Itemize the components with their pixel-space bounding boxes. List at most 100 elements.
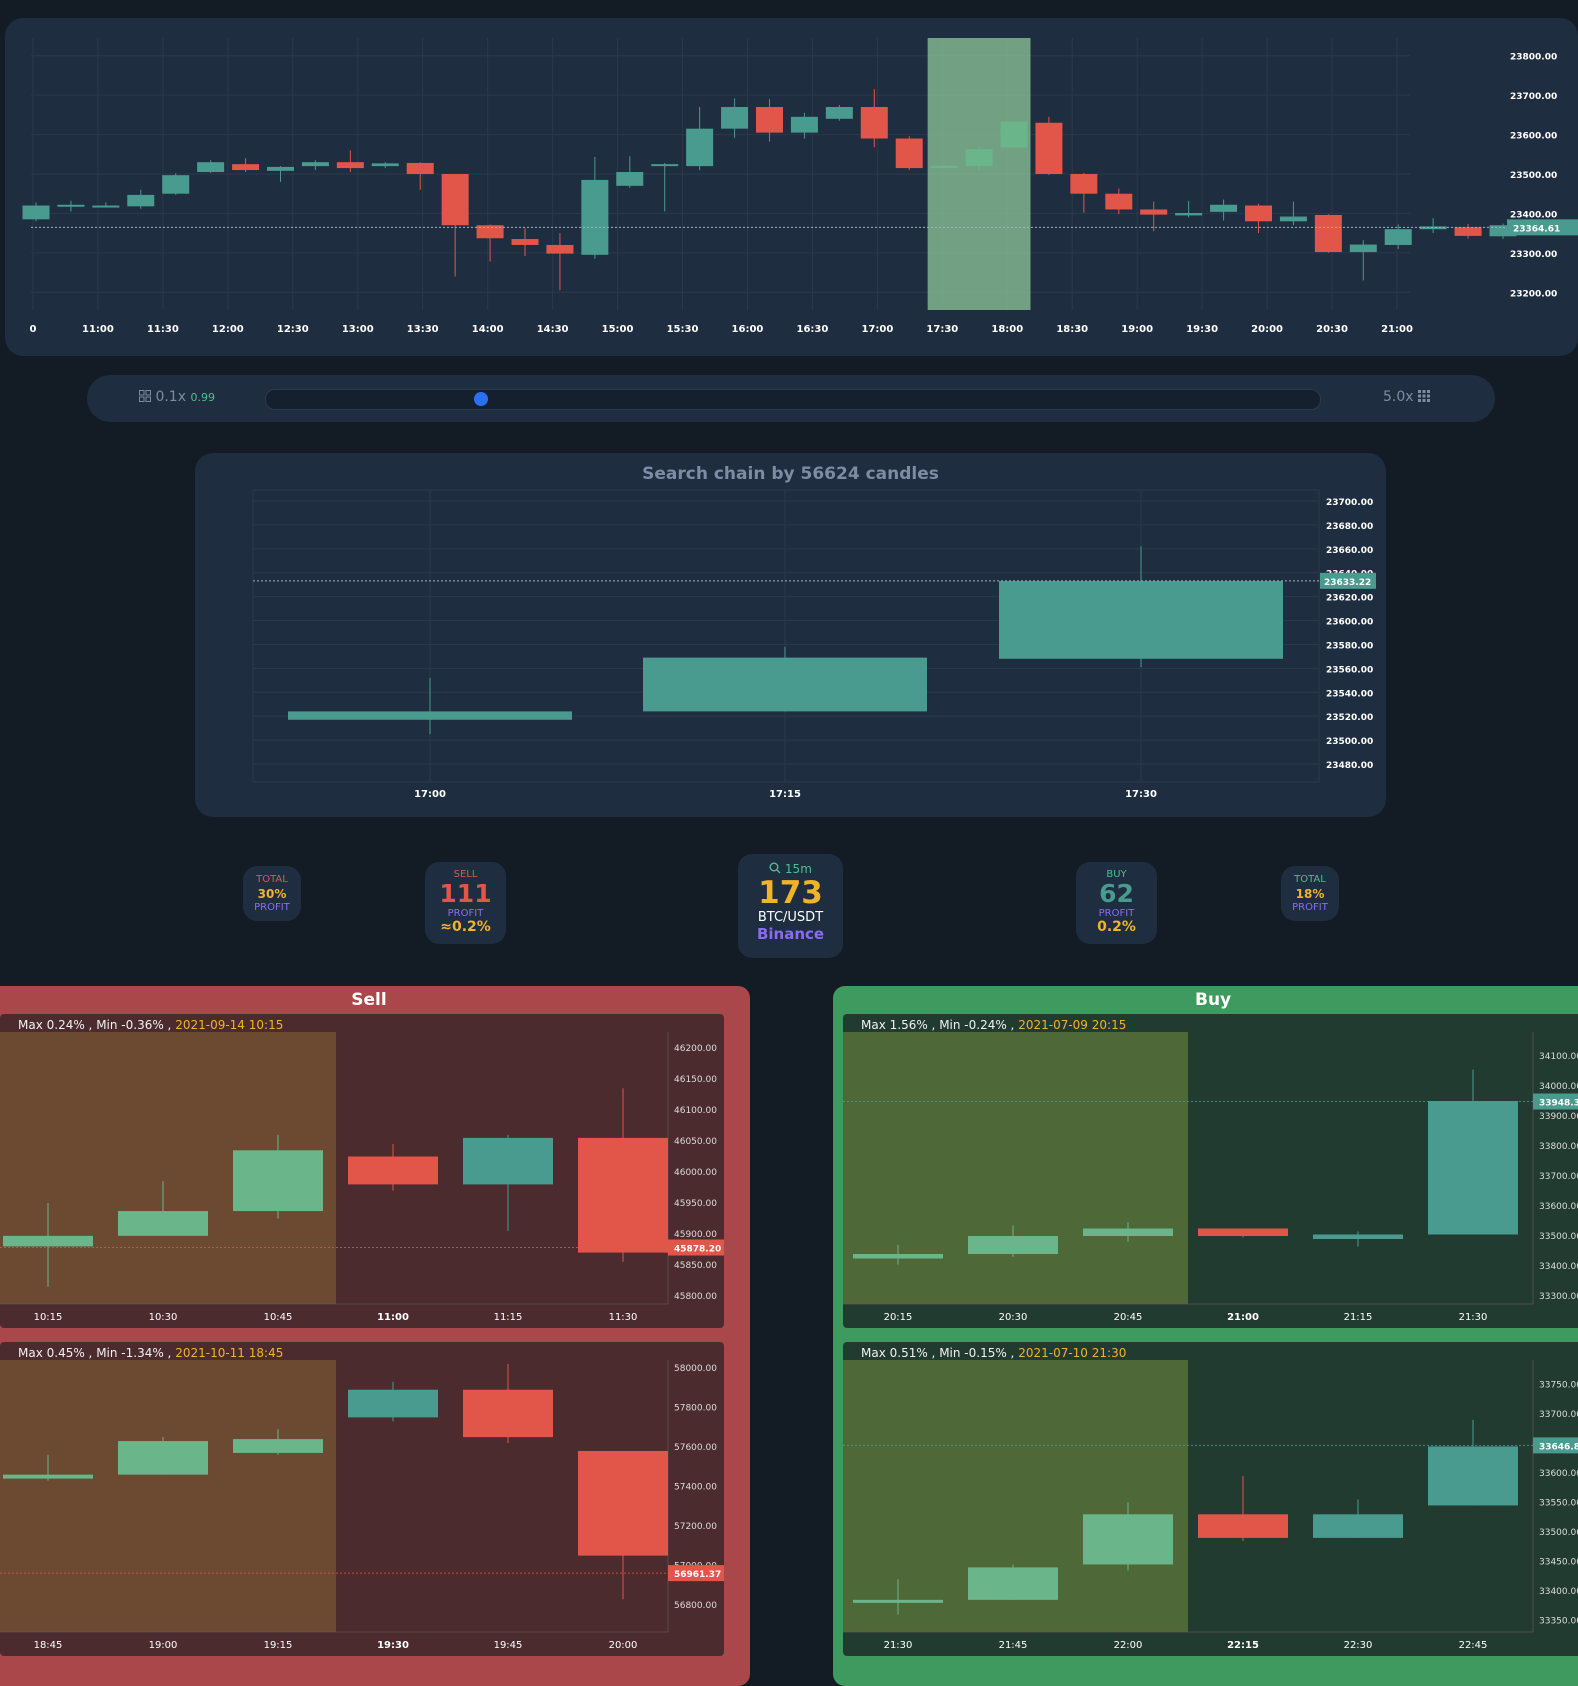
candle-body (1198, 1228, 1288, 1236)
candle-body (651, 164, 679, 167)
candle-body (1279, 216, 1307, 222)
sell-profit-label: PROFIT (447, 908, 484, 919)
y-tick-label: 58000.00 (674, 1364, 717, 1374)
candle-body (463, 1137, 553, 1185)
candle-body (1083, 1514, 1173, 1565)
y-tick-label: 23580.00 (1326, 641, 1373, 651)
left-total-profit-badge: TOTAL 30% PROFIT (243, 866, 301, 921)
candle-body (968, 1236, 1058, 1254)
buy-label: BUY (1106, 869, 1127, 880)
main-candlestick-chart[interactable]: 0 11:00 11:30 12:00 12:30 13:00 13:30 14:00 14:3… (5, 18, 1578, 356)
zoom-max-label: 5.0x (1383, 389, 1414, 405)
sell-card-1-date: 2021-09-14 10:15 (175, 1018, 284, 1032)
y-tick-label: 57200.00 (674, 1522, 717, 1532)
x-tick-label: 19:00 (1121, 324, 1153, 335)
candle-body (578, 1450, 668, 1556)
buy-card-1-chart[interactable]: 34100.00 34000.00 33900.00 33800.00 33700.00… (843, 1014, 1578, 1328)
search-chain-panel[interactable]: Search chain by 56624 candles 23700.00 23… (195, 453, 1386, 817)
sell-card-2-date: 2021-10-11 18:45 (175, 1346, 284, 1360)
x-tick-label: 11:00 (82, 324, 114, 335)
candle-body (233, 1150, 323, 1212)
x-tick-label: 20:00 (1251, 324, 1283, 335)
sell-card-1-chart[interactable]: 46200.00 46150.00 46100.00 46050.00 46000.00… (0, 1014, 724, 1328)
candle-body (233, 1439, 323, 1453)
y-tick-label: 57600.00 (674, 1443, 717, 1453)
sell-patterns-panel: Sell Max 0.24% , Min -0.36% , 2021-09-14… (0, 986, 750, 1686)
y-tick-label: 23400.00 (1510, 210, 1557, 220)
y-tick-label: 33400.00 (1539, 1587, 1578, 1597)
x-tick-label: 21:30 (1459, 1312, 1488, 1323)
candle-body (895, 138, 923, 169)
x-tick-label: 16:30 (797, 324, 829, 335)
main-chart-panel[interactable]: 0 11:00 11:30 12:00 12:30 13:00 13:30 14:00 14:3… (5, 18, 1578, 356)
candle-body (581, 179, 609, 255)
zoom-max-label-group: 5.0x (1383, 389, 1431, 405)
x-tick-label: 17:30 (1125, 789, 1157, 800)
candle-body (1070, 174, 1098, 194)
x-tick-label: 10:45 (264, 1312, 293, 1323)
y-tick-label: 33700.00 (1539, 1410, 1578, 1420)
candle-body (476, 225, 504, 239)
x-tick-label: 18:45 (34, 1640, 63, 1651)
y-tick-label: 33750.00 (1539, 1381, 1578, 1391)
x-tick-label: 10:30 (149, 1312, 178, 1323)
y-tick-label: 45850.00 (674, 1261, 717, 1271)
zoom-slider-track[interactable] (265, 389, 1321, 410)
y-tick-label: 33350.00 (1539, 1617, 1578, 1627)
y-tick-label: 46100.00 (674, 1106, 717, 1116)
zoom-slider-handle[interactable] (474, 392, 488, 406)
y-tick-label: 23500.00 (1326, 737, 1373, 747)
y-tick-label: 33550.00 (1539, 1499, 1578, 1509)
y-tick-label: 33500.00 (1539, 1232, 1578, 1242)
candle-body (57, 204, 85, 207)
sell-pattern-card-1[interactable]: Max 0.24% , Min -0.36% , 2021-09-14 10:1… (0, 1014, 724, 1328)
candle-body (1489, 225, 1517, 237)
y-tick-label: 23520.00 (1326, 713, 1373, 723)
candle-body (463, 1389, 553, 1438)
sell-panel-title: Sell (351, 990, 387, 1010)
x-tick-label: 21:15 (1344, 1312, 1373, 1323)
candle-body (930, 165, 958, 169)
sell-card-2-chart[interactable]: 58000.00 57800.00 57600.00 57400.00 57200.00… (0, 1342, 724, 1656)
search-chain-title: Search chain by 56624 candles (642, 464, 939, 484)
right-total-label: TOTAL (1294, 874, 1326, 885)
x-tick-label: 13:00 (342, 324, 374, 335)
candle-body (616, 172, 644, 186)
candle-body (267, 166, 294, 171)
x-tick-label: 11:30 (609, 1312, 638, 1323)
candle-body (1000, 121, 1028, 148)
candle-body (1105, 193, 1133, 210)
y-tick-label: 46150.00 (674, 1075, 717, 1085)
zoom-min-label: 0.1x (155, 389, 187, 405)
buy-card-1-info: Max 1.56% , Min -0.24% , 2021-07-09 20:1… (861, 1018, 1127, 1032)
x-tick-label: 14:30 (537, 324, 569, 335)
buy-panel-title: Buy (1195, 990, 1232, 1010)
search-summary-badge[interactable]: 15m 173 BTC/USDT Binance (738, 854, 843, 958)
y-tick-label: 23800.00 (1510, 53, 1557, 63)
candle-body (686, 128, 714, 167)
pattern-highlight (0, 1360, 336, 1632)
search-chain-chart[interactable]: 23700.0023680.0023660.0023640.0023620.00… (195, 453, 1386, 817)
search-icon (769, 862, 781, 874)
x-tick-label: 22:45 (1459, 1640, 1488, 1651)
y-tick-label: 34000.00 (1539, 1082, 1578, 1092)
buy-count: 62 (1099, 879, 1134, 908)
buy-card-1-date: 2021-07-09 20:15 (1018, 1018, 1127, 1032)
selection-highlight (927, 38, 1031, 310)
sell-count-badge: SELL 111 PROFIT ≈0.2% (425, 862, 506, 944)
pattern-highlight (843, 1032, 1188, 1304)
buy-card-2-chart[interactable]: 33750.0033700.0033650.0033600.0033550.00… (843, 1342, 1578, 1656)
y-tick-label: 23600.00 (1326, 618, 1373, 628)
sell-pattern-card-2[interactable]: Max 0.45% , Min -1.34% , 2021-10-11 18:4… (0, 1342, 724, 1656)
candle-body (853, 1599, 943, 1603)
buy-pattern-card-2[interactable]: Max 0.51% , Min -0.15% , 2021-07-10 21:3… (843, 1342, 1578, 1656)
candle-body (406, 162, 434, 174)
candle-body (1428, 1101, 1518, 1235)
candle-body (1428, 1446, 1518, 1506)
candle-body (1175, 213, 1203, 216)
right-total-sub: PROFIT (1292, 902, 1328, 913)
grid-large-icon (1418, 390, 1431, 402)
y-tick-label: 23480.00 (1326, 761, 1373, 771)
candle-body (790, 116, 818, 133)
buy-pattern-card-1[interactable]: Max 1.56% , Min -0.24% , 2021-07-09 20:1… (843, 1014, 1578, 1328)
